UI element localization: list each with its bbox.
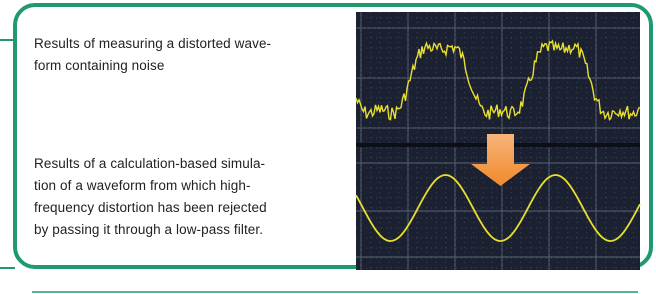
oscilloscope-image [356,12,640,270]
text-line: tion of a waveform from which high- [34,178,251,193]
page: Results of measuring a distorted wave- f… [0,0,656,294]
text-line: Results of measuring a distorted wave- [34,36,271,51]
text-line: by passing it through a low-pass filter. [34,222,263,237]
text-line: frequency distortion has been rejected [34,200,267,215]
text-line: Results of a calculation-based simula- [34,156,265,171]
text-line: form containing noise [34,58,164,73]
